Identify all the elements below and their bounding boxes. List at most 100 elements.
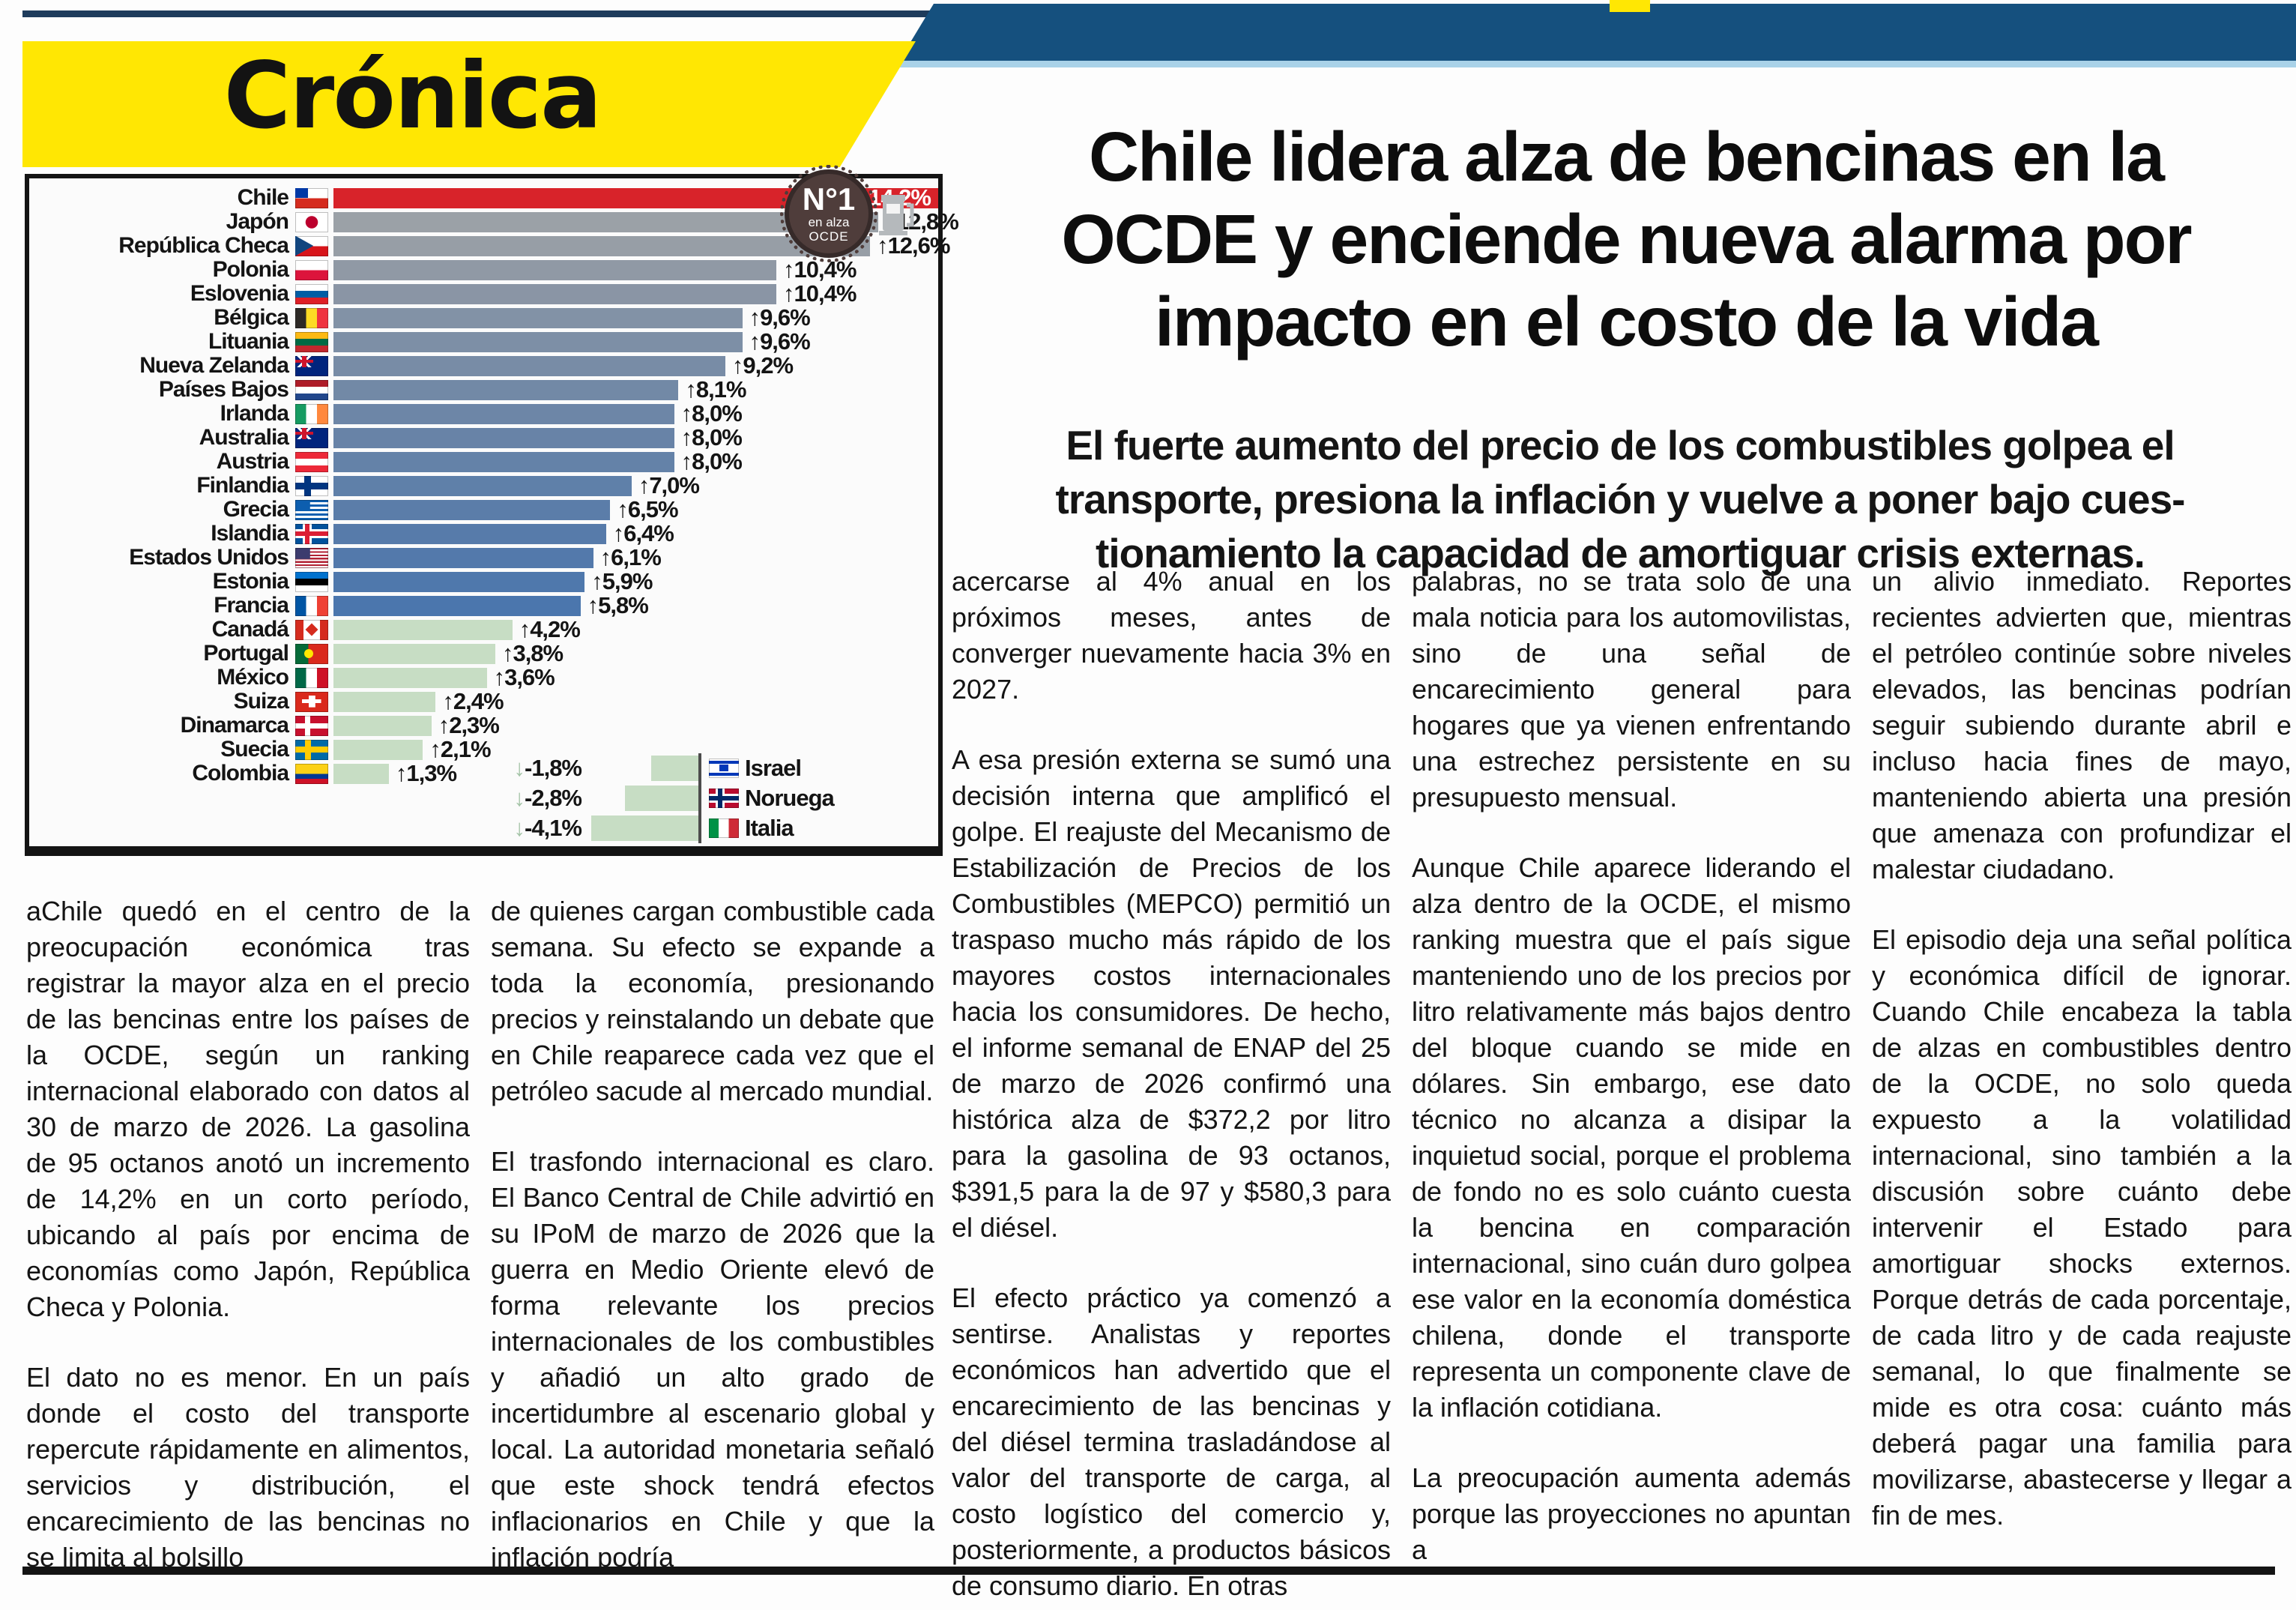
chart-row: Estados Unidos ↑6,1% <box>29 544 938 570</box>
country-label: Italia <box>745 815 794 841</box>
article-paragraph: aChile quedó en el centro de la preocupa… <box>26 896 470 1322</box>
country-label: Eslovenia <box>190 281 289 306</box>
value-bar <box>333 595 581 616</box>
article-paragraph: acercarse al 4% anual en los próximos me… <box>952 566 1391 705</box>
value-bar <box>333 667 487 688</box>
mx-flag-icon <box>295 667 328 688</box>
pl-flag-icon <box>295 259 328 280</box>
chart-row: Nueva Zelanda ↑9,2% <box>29 352 938 379</box>
article-paragraph: La preocupación aumenta además porque la… <box>1412 1462 1851 1565</box>
value-bar <box>333 259 777 280</box>
country-label: Dinamarca <box>180 713 289 738</box>
bar-track: ↑5,9% <box>333 568 938 594</box>
article-paragraph: Aunque Chile aparece liderando el alza d… <box>1412 852 1851 1423</box>
cz-flag-icon <box>295 235 328 256</box>
au-flag-icon <box>295 427 328 448</box>
bar-track: ↑8,1% <box>333 376 938 402</box>
article-paragraph: A esa presión externa se sumó una decisi… <box>952 744 1391 1243</box>
value-bar <box>333 235 871 256</box>
down-arrow-icon: ↓ <box>513 755 525 781</box>
chart-row: Canadá ↑4,2% <box>29 616 938 642</box>
headline: Chile lidera alza de bencinas en la OCDE… <box>1061 118 2192 361</box>
lt-flag-icon <box>295 331 328 352</box>
country-label: Bélgica <box>214 305 289 330</box>
chart-negative-row: ↓-1,8% Israel <box>514 753 857 783</box>
chart-row: Colombia ↑1,3% <box>29 760 938 786</box>
fi-flag-icon <box>295 475 328 496</box>
bar-track: ↑8,0% <box>333 400 938 426</box>
article-paragraph: de quienes cargan combustible cada seman… <box>491 896 934 1106</box>
value-bar <box>333 307 743 328</box>
value-label: ↑5,8% <box>587 592 649 618</box>
value-bar <box>333 403 674 424</box>
value-bar <box>333 571 585 592</box>
value-label: ↑3,6% <box>493 664 555 690</box>
value-label: ↑3,8% <box>501 640 564 666</box>
country-label: Estonia <box>212 569 289 594</box>
bar-track <box>589 783 701 813</box>
value-bar <box>333 379 679 400</box>
chart-rows: Chile↑14,2%Japón↑12,8%República Checa↑12… <box>29 184 959 786</box>
section-banner: Crónica <box>22 41 916 167</box>
masthead-left-rule <box>22 10 955 17</box>
value-bar <box>333 331 743 352</box>
masthead-yellow-notch <box>1610 0 1650 12</box>
bar-track: ↑6,5% <box>333 496 938 522</box>
value-bar <box>333 451 674 472</box>
value-label: ↑7,0% <box>638 472 700 498</box>
chart-row: Estonia ↑5,9% <box>29 568 938 594</box>
is-flag-icon <box>295 523 328 544</box>
country-label: Noruega <box>745 785 835 811</box>
bar-track: ↑3,8% <box>333 640 938 666</box>
value-bar <box>333 619 513 640</box>
country-label: Australia <box>199 425 289 450</box>
gr-flag-icon <box>295 499 328 520</box>
value-label: ↑1,3% <box>395 760 457 786</box>
chart-row: Polonia ↑10,4% <box>29 256 938 283</box>
country-label: Irlanda <box>220 401 289 426</box>
article-column-5: un alivio inmediato. Reportes recientes … <box>1872 564 2292 1572</box>
co-flag-icon <box>295 763 328 784</box>
value-label: ↑8,0% <box>680 424 743 450</box>
value-label: ↑4,2% <box>519 616 581 642</box>
value-label: ↑9,6% <box>749 328 811 355</box>
value-label: ↑8,1% <box>685 376 746 402</box>
value-label: ↓-2,8% <box>513 785 582 811</box>
chart-row: Islandia ↑6,4% <box>29 520 938 546</box>
pt-flag-icon <box>295 643 328 664</box>
country-label: México <box>217 665 289 690</box>
value-label: ↑10,4% <box>783 280 857 307</box>
chart-row: Austria ↑8,0% <box>29 448 938 474</box>
it-flag-icon <box>709 818 739 838</box>
country-label: Portugal <box>203 641 289 666</box>
nz-flag-icon <box>295 355 328 376</box>
value-bar <box>333 763 389 784</box>
value-label: ↓-1,8% <box>513 755 582 781</box>
value-label: ↑12,6% <box>877 232 950 259</box>
chart-row: México ↑3,6% <box>29 664 938 690</box>
article-paragraph: El efecto práctico ya comenzó a sentirse… <box>952 1282 1391 1601</box>
value-bar <box>333 643 495 664</box>
country-label: Suiza <box>233 689 289 714</box>
chart-row: Lituania ↑9,6% <box>29 328 938 355</box>
chart-row: Finlandia ↑7,0% <box>29 472 938 498</box>
at-flag-icon <box>295 451 328 472</box>
number-one-badge: N°1 en alza OCDE <box>780 165 877 262</box>
bar-track: ↑8,0% <box>333 448 938 474</box>
bar-track: ↑6,1% <box>333 544 938 570</box>
value-bar <box>333 499 611 520</box>
value-label: ↑2,1% <box>429 736 491 762</box>
fr-flag-icon <box>295 595 328 616</box>
value-label: ↑6,5% <box>617 496 678 522</box>
value-bar <box>333 283 777 304</box>
down-arrow-icon: ↓ <box>513 815 525 841</box>
value-bar <box>333 739 423 760</box>
value-bar <box>333 355 725 376</box>
value-label: ↑10,4% <box>783 256 857 283</box>
country-label: Islandia <box>211 521 289 546</box>
country-label: Suecia <box>220 737 289 762</box>
value-bar <box>333 715 432 736</box>
value-label: ↑2,4% <box>442 688 504 714</box>
chart-negative-rows: ↓-1,8% Israel ↓-2,8% Noruega ↓-4,1% Italia <box>514 753 857 843</box>
country-label: Colombia <box>192 761 289 786</box>
